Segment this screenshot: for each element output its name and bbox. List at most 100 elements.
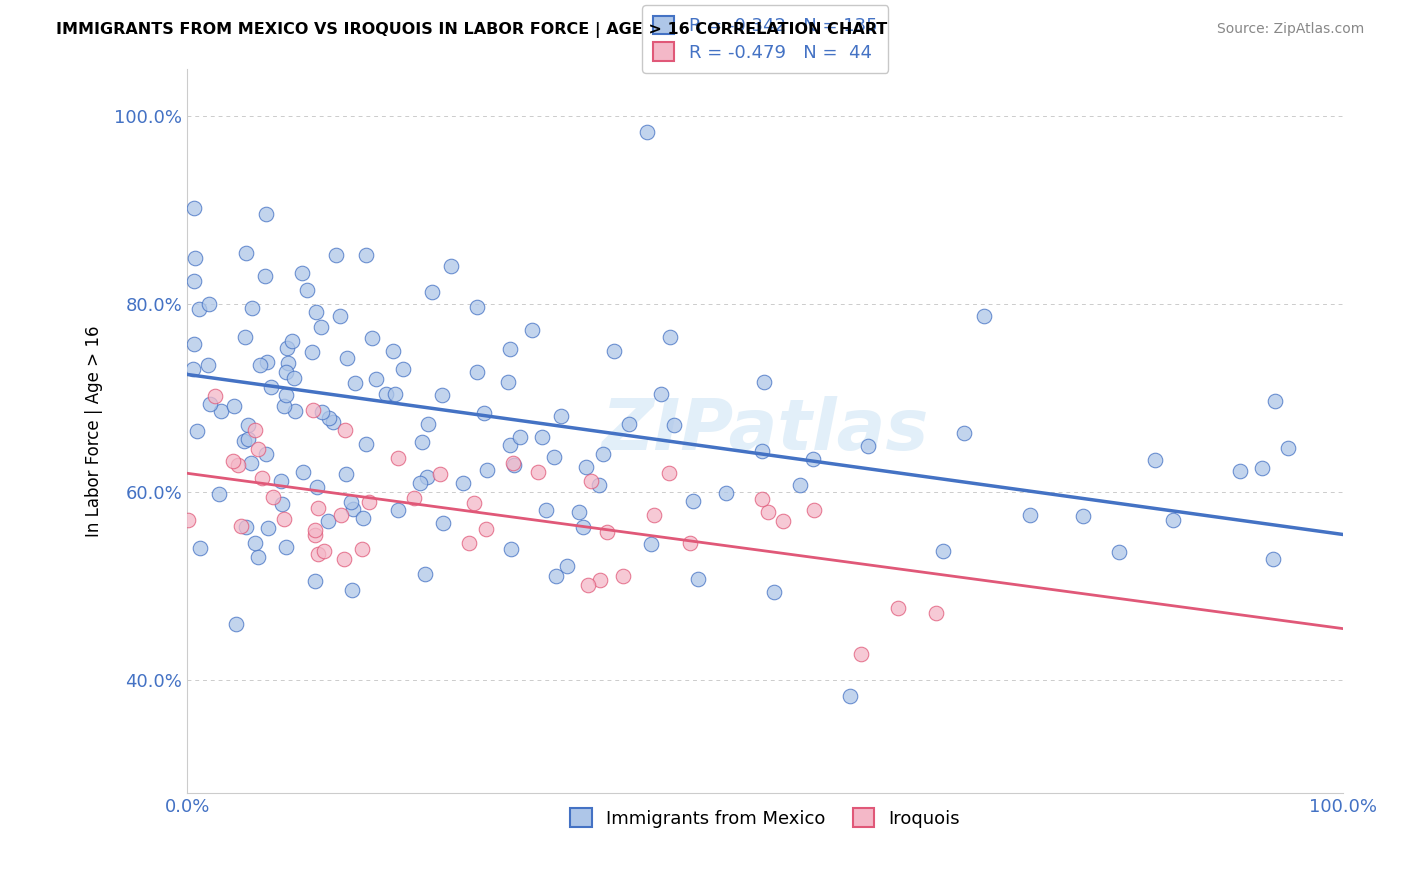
Point (640, 536, 662, 550)
Point (256, 521, 278, 535)
Text: Source: ZipAtlas.com: Source: ZipAtlas.com (1216, 22, 1364, 37)
Point (1229, 464, 1251, 478)
Point (762, 585, 785, 599)
Point (318, 411, 340, 425)
Point (650, 387, 672, 401)
Point (301, 345, 323, 359)
Point (498, 342, 520, 356)
Point (333, 552, 356, 566)
Point (181, 362, 204, 376)
Point (316, 514, 339, 528)
Point (457, 536, 479, 550)
Point (273, 512, 295, 526)
Point (307, 547, 329, 561)
Point (342, 501, 364, 516)
Point (1018, 508, 1040, 522)
Point (932, 544, 955, 558)
Point (596, 524, 619, 539)
Point (335, 423, 357, 437)
Point (222, 399, 245, 413)
Point (250, 471, 273, 485)
Point (307, 500, 329, 515)
Point (254, 448, 277, 462)
Y-axis label: In Labor Force | Age > 16: In Labor Force | Age > 16 (86, 326, 103, 537)
Point (354, 247, 377, 261)
Point (887, 601, 910, 615)
Point (658, 466, 681, 480)
Point (432, 516, 454, 531)
Point (392, 361, 415, 376)
Point (643, 508, 665, 522)
Point (226, 458, 249, 472)
Point (245, 536, 267, 550)
Point (325, 248, 347, 262)
Point (240, 301, 263, 315)
Point (384, 387, 406, 401)
Point (304, 524, 326, 538)
Point (254, 207, 277, 221)
Point (858, 439, 880, 453)
Point (576, 578, 599, 592)
Point (1277, 441, 1299, 455)
Point (281, 334, 304, 348)
Point (498, 376, 520, 390)
Point (184, 251, 207, 265)
Point (1108, 545, 1130, 559)
Legend: Immigrants from Mexico, Iroquois: Immigrants from Mexico, Iroquois (562, 801, 967, 835)
Point (290, 266, 312, 280)
Point (686, 572, 709, 586)
Point (682, 493, 704, 508)
Point (186, 424, 208, 438)
Point (849, 647, 872, 661)
Point (254, 268, 277, 283)
Point (752, 376, 775, 390)
Point (225, 616, 247, 631)
Point (353, 511, 375, 525)
Point (366, 372, 388, 386)
Point (579, 474, 602, 488)
Point (664, 418, 686, 433)
Point (477, 463, 499, 477)
Point (204, 389, 226, 403)
Point (236, 432, 259, 446)
Point (357, 494, 380, 508)
Point (789, 477, 811, 491)
Point (304, 528, 326, 542)
Point (952, 426, 974, 441)
Point (617, 417, 640, 432)
Point (291, 465, 314, 479)
Point (411, 434, 433, 449)
Point (751, 491, 773, 506)
Point (340, 495, 363, 509)
Point (603, 343, 626, 358)
Point (546, 569, 568, 583)
Point (208, 487, 231, 501)
Point (274, 365, 297, 379)
Point (925, 607, 948, 621)
Point (531, 430, 554, 444)
Point (404, 491, 426, 506)
Point (183, 274, 205, 288)
Point (499, 438, 522, 452)
Point (409, 476, 432, 491)
Point (350, 542, 373, 557)
Point (222, 453, 245, 467)
Point (575, 460, 598, 475)
Point (418, 417, 440, 432)
Point (1261, 552, 1284, 566)
Point (309, 319, 332, 334)
Point (307, 480, 329, 494)
Point (329, 310, 352, 324)
Point (502, 456, 524, 470)
Point (200, 397, 222, 411)
Point (243, 423, 266, 437)
Point (714, 486, 737, 500)
Point (330, 508, 353, 523)
Point (277, 356, 299, 370)
Point (374, 386, 396, 401)
Point (312, 544, 335, 558)
Point (503, 458, 526, 472)
Point (451, 476, 474, 491)
Point (197, 358, 219, 372)
Point (838, 690, 860, 704)
